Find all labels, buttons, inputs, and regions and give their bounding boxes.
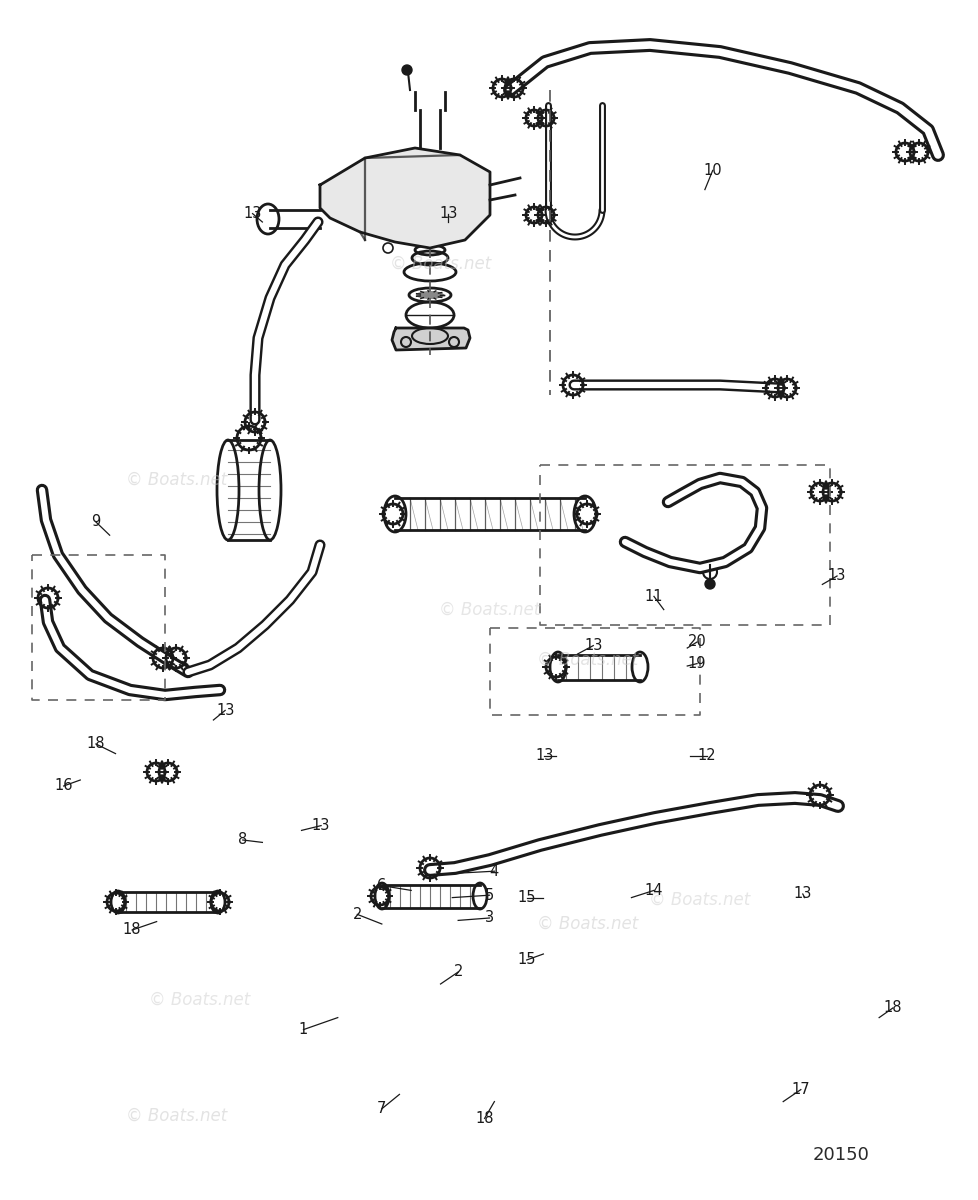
Text: 20: 20 <box>687 635 706 649</box>
Text: 3: 3 <box>484 911 494 925</box>
Text: 13: 13 <box>439 206 457 221</box>
Text: © Boats.net: © Boats.net <box>125 470 227 490</box>
Text: 2: 2 <box>352 907 362 922</box>
Circle shape <box>704 578 714 589</box>
Text: © Boats.net: © Boats.net <box>536 650 638 670</box>
Text: 13: 13 <box>244 206 261 221</box>
Text: 8: 8 <box>238 833 247 847</box>
Text: 12: 12 <box>696 749 716 763</box>
Text: © Boats.net: © Boats.net <box>648 890 750 908</box>
Text: 13: 13 <box>793 887 811 901</box>
Polygon shape <box>320 148 490 248</box>
Text: 13: 13 <box>584 638 601 653</box>
Text: 13: 13 <box>535 749 553 763</box>
Text: 18: 18 <box>475 1111 493 1126</box>
Text: 6: 6 <box>377 878 386 893</box>
Text: 18: 18 <box>123 923 141 937</box>
Text: 2: 2 <box>453 965 463 979</box>
Text: 7: 7 <box>377 1102 386 1116</box>
Text: 17: 17 <box>790 1082 810 1097</box>
Text: 11: 11 <box>645 589 662 604</box>
Polygon shape <box>391 328 469 350</box>
Text: 14: 14 <box>645 883 662 898</box>
Text: 13: 13 <box>312 818 330 833</box>
Text: © Boats.net: © Boats.net <box>150 991 250 1009</box>
Text: © Boats.net: © Boats.net <box>536 914 638 932</box>
Text: 15: 15 <box>517 953 535 967</box>
Text: 5: 5 <box>484 888 494 902</box>
Text: © Boats.net: © Boats.net <box>439 601 540 619</box>
Circle shape <box>402 65 412 76</box>
Text: 20150: 20150 <box>813 1146 869 1164</box>
Text: 19: 19 <box>688 656 705 671</box>
Text: 10: 10 <box>702 163 722 178</box>
Text: 4: 4 <box>489 864 499 878</box>
Text: 9: 9 <box>91 515 101 529</box>
Text: 15: 15 <box>517 890 535 905</box>
Text: 1: 1 <box>298 1022 308 1037</box>
Text: 16: 16 <box>55 779 72 793</box>
Text: © Boats.net: © Boats.net <box>125 1106 227 1124</box>
Text: 18: 18 <box>87 737 105 751</box>
Text: 13: 13 <box>216 703 234 718</box>
Ellipse shape <box>416 292 444 299</box>
Text: 13: 13 <box>827 569 845 583</box>
Text: 18: 18 <box>883 1001 901 1015</box>
Text: © Boats.net: © Boats.net <box>389 256 491 274</box>
